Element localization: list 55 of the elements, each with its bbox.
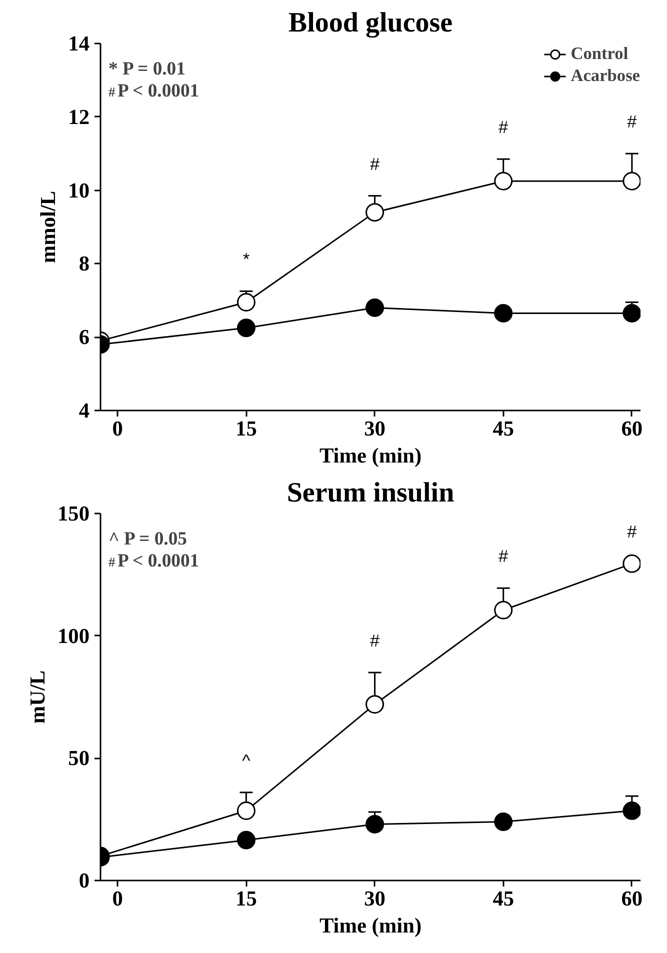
point <box>494 600 513 620</box>
legend-label: Acarbose <box>570 66 640 86</box>
x-tick-label: 60 <box>621 416 643 440</box>
y-axis-title: mU/L <box>26 670 50 724</box>
y-tick-label: 10 <box>68 178 90 202</box>
y-tick-label: 14 <box>68 32 90 56</box>
annotation: #P < 0.0001 <box>108 80 200 102</box>
annotation: * P = 0.01 <box>108 58 186 80</box>
annotation: # <box>627 112 638 132</box>
point <box>366 203 384 222</box>
x-tick-label: 15 <box>236 886 257 910</box>
point <box>622 802 640 820</box>
y-tick-label: 4 <box>78 398 90 422</box>
point <box>236 830 256 850</box>
y-tick-label: 0 <box>78 868 90 892</box>
legend-label: Control <box>570 44 628 64</box>
annotation: # <box>370 154 380 174</box>
y-tick-label: 8 <box>78 252 90 276</box>
point <box>494 304 513 322</box>
x-tick-label: 15 <box>236 416 257 440</box>
y-axis-title: mmol/L <box>36 190 60 264</box>
x-tick-label: 45 <box>492 886 514 910</box>
point <box>366 814 384 834</box>
x-tick-label: 60 <box>621 886 643 910</box>
x-tick-label: 0 <box>112 886 123 910</box>
y-tick-label: 12 <box>68 104 90 129</box>
y-tick-label: 6 <box>78 325 90 350</box>
y-tick-label: 150 <box>58 502 90 526</box>
annotation: # <box>498 117 509 138</box>
x-axis-title: Time (min) <box>319 914 422 938</box>
point <box>622 172 640 190</box>
point <box>494 172 513 190</box>
point <box>366 298 384 317</box>
point <box>494 812 513 832</box>
x-tick-label: 0 <box>112 416 123 440</box>
annotation: ^ <box>242 750 252 770</box>
annotation: #P < 0.0001 <box>108 550 200 572</box>
x-tick-label: 30 <box>364 886 386 910</box>
x-tick-label: 45 <box>492 416 514 440</box>
point <box>236 802 256 820</box>
annotation: # <box>370 630 380 651</box>
chart-title: Serum insulin <box>286 478 455 508</box>
x-tick-label: 30 <box>364 416 386 440</box>
annotation: ^ P = 0.05 <box>108 528 187 550</box>
point <box>236 293 256 312</box>
point <box>366 695 384 714</box>
y-tick-label: 50 <box>68 746 90 770</box>
chart-title: Blood glucose <box>288 8 453 38</box>
y-tick-label: 100 <box>58 624 90 648</box>
annotation: # <box>627 522 638 542</box>
annotation: # <box>498 546 509 566</box>
annotation: * <box>242 249 250 270</box>
point <box>622 554 640 573</box>
x-axis-title: Time (min) <box>319 444 422 468</box>
point <box>236 318 256 338</box>
